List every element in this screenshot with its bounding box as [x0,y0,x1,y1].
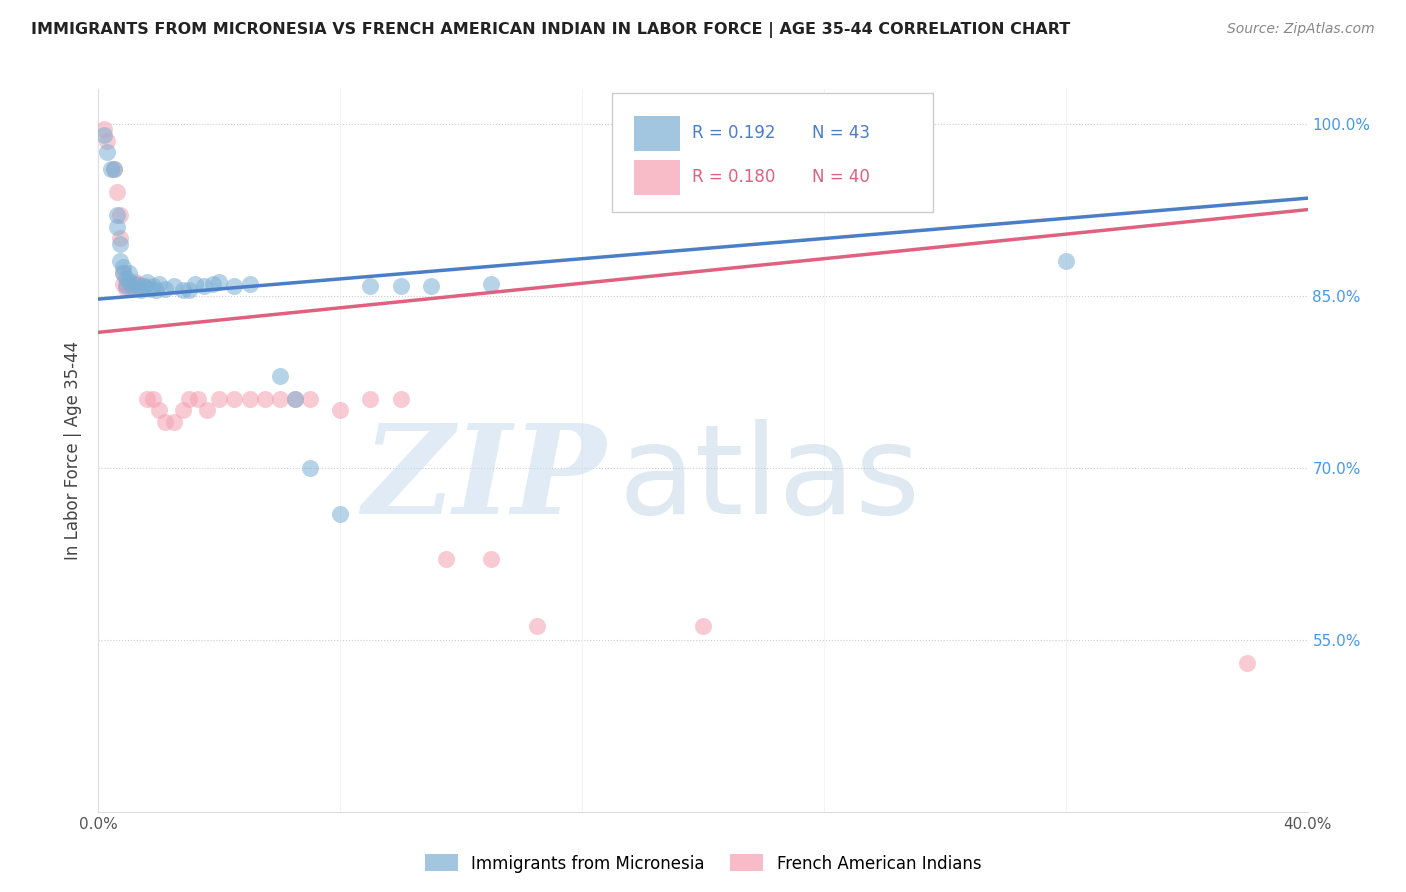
Point [284,392,307,406]
Point [108,208,131,222]
FancyBboxPatch shape [613,93,932,212]
Point [118,279,141,293]
Point [132,279,155,293]
Point [692,619,714,633]
Point [526,619,548,633]
Legend: Immigrants from Micronesia, French American Indians: Immigrants from Micronesia, French Ameri… [418,847,988,880]
Text: R = 0.180: R = 0.180 [692,169,776,186]
Text: N = 43: N = 43 [811,124,870,142]
Point [124,277,146,292]
Point [114,282,136,296]
Point [118,275,141,289]
Point [108,231,131,245]
Point [153,415,176,429]
Point [184,277,207,292]
Point [127,279,149,293]
Point [124,275,146,289]
Point [329,403,352,417]
Point [127,277,149,292]
Point [135,392,157,406]
Point [224,279,246,293]
Point [135,275,157,289]
Point [129,279,152,293]
Text: N = 40: N = 40 [811,169,870,186]
Point [179,283,201,297]
Point [269,368,291,383]
Point [1054,254,1077,268]
Point [239,392,262,406]
Point [148,277,170,292]
Point [111,266,134,280]
Point [145,283,167,297]
Point [108,254,131,268]
Point [139,282,162,296]
Point [179,392,201,406]
Point [193,279,215,293]
Point [132,279,155,293]
Point [103,162,125,177]
Point [239,277,262,292]
Point [96,145,118,160]
Point [142,392,165,406]
Point [105,208,128,222]
Point [329,507,352,521]
Y-axis label: In Labor Force | Age 35-44: In Labor Force | Age 35-44 [65,341,83,560]
Point [142,279,165,293]
Point [360,279,382,293]
Point [103,162,125,177]
Text: R = 0.192: R = 0.192 [692,124,776,142]
Point [108,237,131,252]
Point [114,271,136,285]
Point [389,392,412,406]
Point [202,277,225,292]
Point [434,552,457,566]
Point [114,277,136,292]
Point [360,392,382,406]
Point [148,403,170,417]
Point [121,279,143,293]
Text: Source: ZipAtlas.com: Source: ZipAtlas.com [1227,22,1375,37]
Point [299,460,322,475]
Point [100,162,122,177]
FancyBboxPatch shape [634,160,681,194]
Point [105,186,128,200]
Point [284,392,307,406]
FancyBboxPatch shape [634,116,681,151]
Point [208,275,231,289]
Point [269,392,291,406]
Point [93,128,115,142]
Point [420,279,443,293]
Point [105,219,128,234]
Point [111,260,134,274]
Point [224,392,246,406]
Point [187,392,209,406]
Point [163,415,186,429]
Point [299,392,322,406]
Point [208,392,231,406]
Point [129,283,152,297]
Point [481,277,503,292]
Point [172,283,194,297]
Point [481,552,503,566]
Point [111,277,134,292]
Point [389,279,412,293]
Point [96,134,118,148]
Point [1236,656,1258,670]
Point [153,282,176,296]
Point [114,279,136,293]
Point [121,279,143,293]
Point [118,266,141,280]
Text: atlas: atlas [619,419,921,540]
Text: IMMIGRANTS FROM MICRONESIA VS FRENCH AMERICAN INDIAN IN LABOR FORCE | AGE 35-44 : IMMIGRANTS FROM MICRONESIA VS FRENCH AME… [31,22,1070,38]
Point [93,122,115,136]
Point [163,279,186,293]
Text: ZIP: ZIP [363,418,606,541]
Point [195,403,218,417]
Point [111,266,134,280]
Point [172,403,194,417]
Point [253,392,276,406]
